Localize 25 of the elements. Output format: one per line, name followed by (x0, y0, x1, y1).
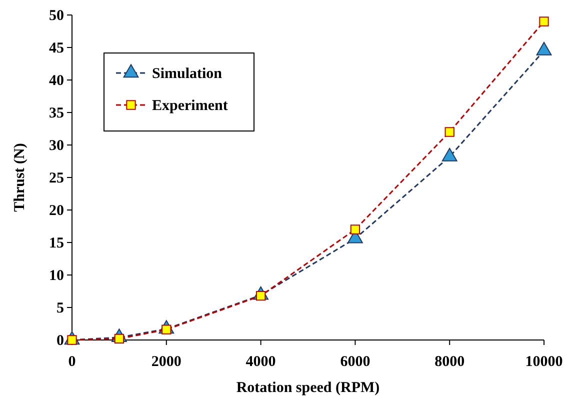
y-tick-label: 40 (49, 72, 64, 89)
y-tick-label: 15 (49, 235, 64, 252)
legend-label: Experiment (152, 98, 228, 114)
x-tick-label: 4000 (246, 354, 276, 370)
x-tick-label: 0 (68, 354, 76, 370)
point (442, 148, 458, 162)
x-tick-label: 10000 (525, 354, 563, 370)
x-tick-label: 2000 (151, 354, 182, 370)
x-axis-title: Rotation speed (RPM) (236, 380, 380, 396)
y-tick-label: 35 (49, 105, 64, 122)
point (350, 224, 360, 234)
x-tick-label: 6000 (340, 354, 370, 370)
y-tick-label: 0 (56, 332, 64, 349)
y-tick-label: 50 (49, 8, 64, 24)
point (444, 127, 454, 137)
y-tick-label: 20 (49, 202, 64, 219)
legend-label: Simulation (152, 66, 223, 82)
y-tick-label: 45 (49, 40, 64, 56)
y-tick-label: 30 (49, 138, 64, 154)
y-tick-label: 5 (56, 300, 64, 316)
y-tick-label: 10 (49, 268, 64, 284)
y-axis-title: Thrust (N) (12, 143, 28, 212)
x-tick-label: 8000 (434, 354, 465, 370)
point (539, 16, 549, 26)
y-tick-label: 25 (49, 170, 64, 186)
